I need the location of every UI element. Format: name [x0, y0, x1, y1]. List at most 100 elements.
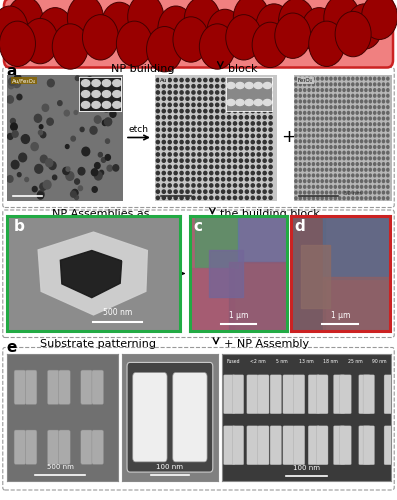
Circle shape [347, 100, 349, 103]
Circle shape [295, 134, 297, 137]
Circle shape [374, 157, 376, 160]
Circle shape [239, 178, 243, 181]
Circle shape [330, 180, 332, 182]
Circle shape [343, 78, 345, 80]
Circle shape [365, 162, 367, 166]
Circle shape [326, 152, 328, 154]
Circle shape [204, 178, 207, 181]
Circle shape [156, 110, 160, 112]
Circle shape [128, 0, 164, 40]
Circle shape [252, 22, 288, 68]
Circle shape [334, 168, 336, 171]
Circle shape [102, 84, 108, 91]
Circle shape [42, 104, 49, 112]
Circle shape [374, 94, 376, 97]
Circle shape [326, 162, 328, 166]
Circle shape [374, 197, 376, 200]
Circle shape [369, 162, 372, 166]
Circle shape [360, 152, 362, 154]
Polygon shape [238, 216, 292, 262]
Circle shape [326, 174, 328, 177]
Circle shape [382, 117, 385, 120]
Circle shape [37, 8, 73, 53]
Circle shape [382, 140, 385, 142]
Circle shape [96, 87, 101, 92]
Circle shape [369, 152, 372, 154]
Circle shape [207, 9, 243, 54]
Circle shape [321, 157, 323, 160]
Circle shape [308, 88, 310, 92]
Circle shape [162, 178, 166, 181]
Circle shape [339, 174, 341, 177]
Circle shape [378, 100, 380, 103]
Circle shape [239, 134, 243, 138]
Circle shape [334, 152, 336, 154]
Circle shape [216, 122, 219, 125]
Circle shape [198, 103, 201, 106]
Circle shape [374, 112, 376, 114]
Circle shape [387, 123, 389, 126]
Circle shape [387, 100, 389, 103]
Polygon shape [229, 262, 292, 331]
Circle shape [263, 196, 266, 200]
Text: 500 nm: 500 nm [46, 464, 73, 469]
Circle shape [233, 134, 237, 138]
Circle shape [186, 116, 189, 119]
Circle shape [216, 178, 219, 181]
Circle shape [387, 94, 389, 97]
Text: a: a [6, 64, 16, 79]
Circle shape [339, 128, 341, 132]
Circle shape [365, 88, 367, 92]
Circle shape [168, 110, 171, 112]
Circle shape [304, 128, 306, 132]
Circle shape [334, 88, 336, 92]
Circle shape [321, 140, 323, 142]
Circle shape [369, 83, 372, 86]
Circle shape [339, 88, 341, 92]
Circle shape [186, 153, 189, 156]
Circle shape [362, 0, 397, 40]
Circle shape [210, 103, 213, 106]
Circle shape [308, 186, 310, 188]
Circle shape [352, 180, 354, 182]
Circle shape [210, 196, 213, 200]
Circle shape [321, 162, 323, 166]
Circle shape [156, 78, 160, 82]
Circle shape [156, 140, 160, 143]
Circle shape [334, 140, 336, 142]
Circle shape [263, 190, 266, 194]
Circle shape [257, 84, 260, 88]
Circle shape [317, 180, 319, 182]
Circle shape [321, 94, 323, 97]
FancyBboxPatch shape [308, 375, 320, 414]
Circle shape [156, 165, 160, 168]
Circle shape [180, 184, 183, 187]
Circle shape [369, 94, 372, 97]
Circle shape [107, 166, 112, 171]
Circle shape [343, 83, 345, 86]
Circle shape [78, 186, 83, 190]
Circle shape [263, 146, 266, 150]
Circle shape [251, 153, 254, 156]
Circle shape [304, 174, 306, 177]
Circle shape [113, 164, 119, 171]
Circle shape [347, 78, 349, 80]
Circle shape [334, 186, 336, 188]
Circle shape [184, 0, 220, 42]
Circle shape [216, 196, 219, 200]
Circle shape [378, 157, 380, 160]
Text: 500 nm: 500 nm [103, 308, 132, 317]
Circle shape [251, 172, 254, 174]
Circle shape [360, 146, 362, 148]
Circle shape [222, 153, 225, 156]
Circle shape [162, 110, 166, 112]
Circle shape [198, 159, 201, 162]
Circle shape [78, 168, 85, 175]
Circle shape [227, 146, 231, 150]
Circle shape [334, 180, 336, 182]
Circle shape [204, 196, 207, 200]
Circle shape [295, 174, 297, 177]
Circle shape [330, 152, 332, 154]
Circle shape [339, 197, 341, 200]
Circle shape [222, 178, 225, 181]
